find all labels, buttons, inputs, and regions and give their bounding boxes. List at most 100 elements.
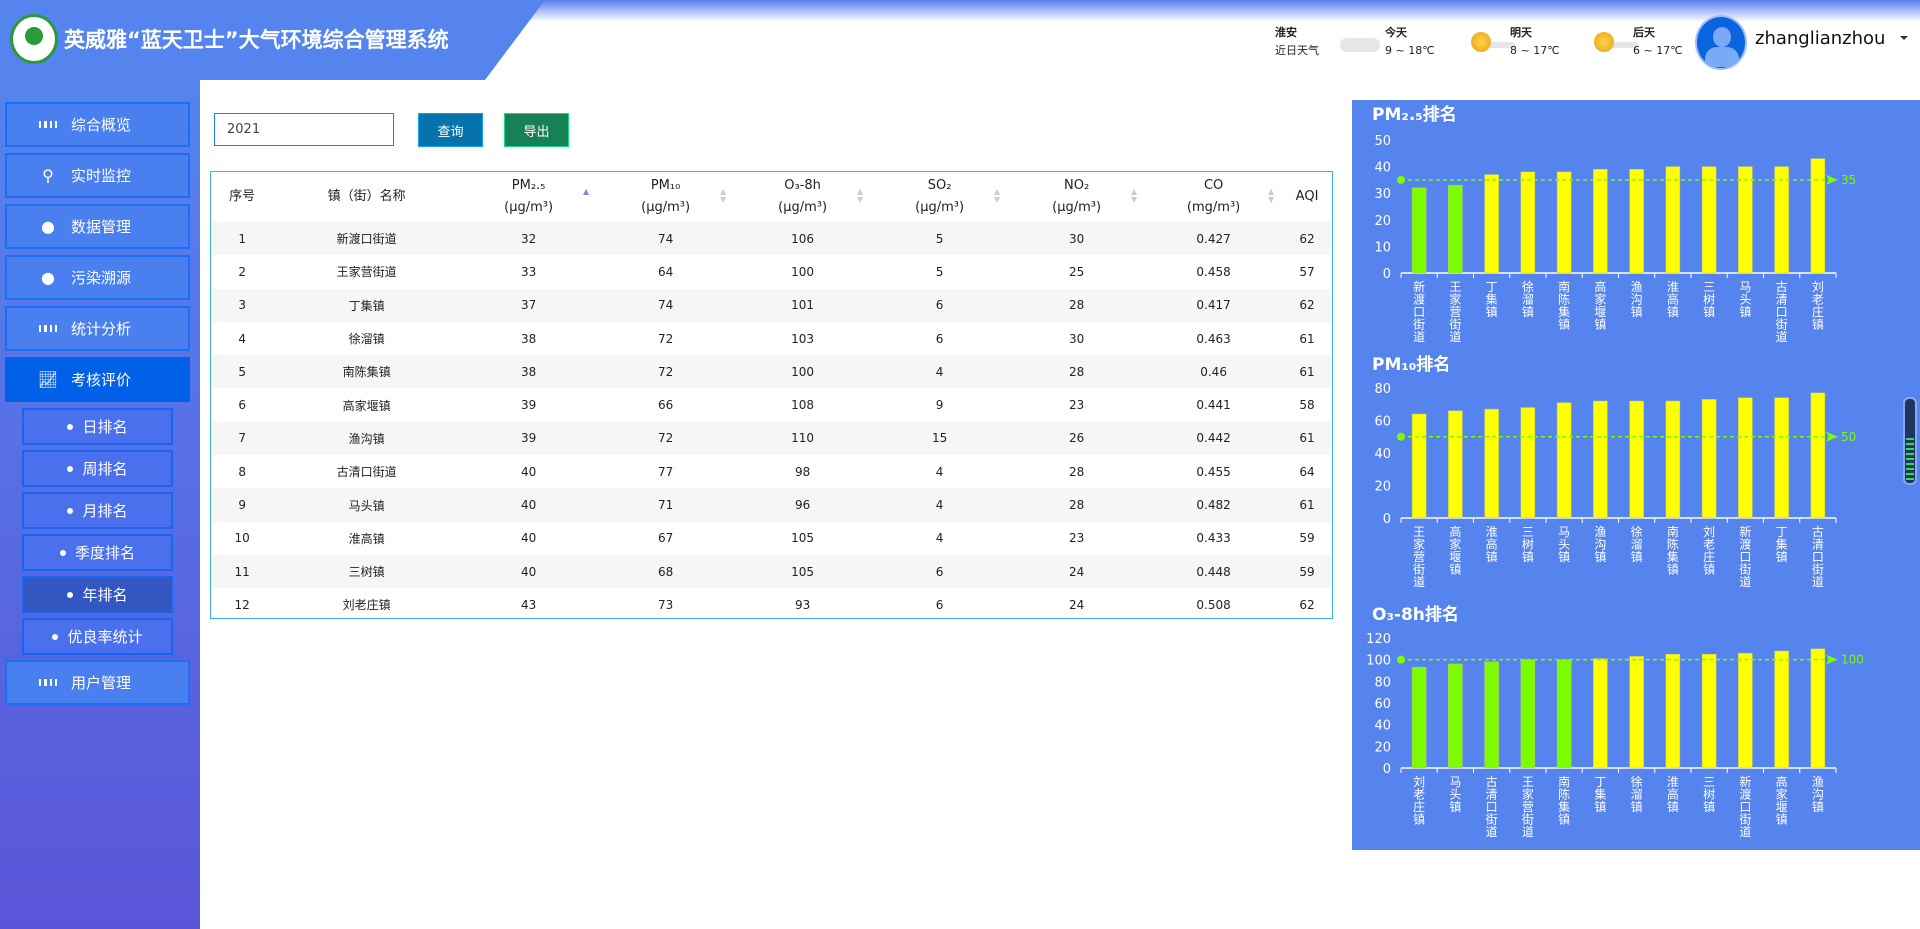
sort-icon[interactable]: ▲ ▼ xyxy=(719,187,727,204)
column-header[interactable]: PM₂.₅ (μg/m³) ▲ xyxy=(460,172,597,222)
bar xyxy=(1484,408,1499,519)
column-header[interactable]: PM₁₀ (μg/m³) ▲ ▼ xyxy=(597,172,734,222)
bar xyxy=(1738,652,1753,769)
x-tick-label: 新渡口街道 xyxy=(1739,524,1751,589)
table-cell: 30 xyxy=(1068,231,1085,246)
username[interactable]: zhanglianzhou xyxy=(1755,28,1886,49)
column-header[interactable]: NO₂ (μg/m³) ▲ ▼ xyxy=(1008,172,1145,222)
sidebar-sub-yearly[interactable]: 年排名 xyxy=(22,576,173,613)
table-cell: 4 xyxy=(935,498,944,513)
sort-icon[interactable]: ▲ ▼ xyxy=(993,187,1001,204)
column-header[interactable]: O₃-8h (μg/m³) ▲ ▼ xyxy=(734,172,871,222)
sidebar-item-monitor[interactable]: ⚲ 实时监控 xyxy=(5,153,190,198)
avatar[interactable] xyxy=(1695,15,1747,70)
forecast-tomorrow: 明天 8 ~ 17℃ xyxy=(1510,24,1560,60)
table-cell: 74 xyxy=(657,231,674,246)
forecast-range: 6 ~ 17℃ xyxy=(1633,44,1683,57)
table-cell: 4 xyxy=(238,331,246,346)
column-name: 镇（街）名称 xyxy=(327,189,406,204)
column-header[interactable]: AQI xyxy=(1282,172,1332,222)
sidebar-item-source[interactable]: ● 污染溯源 xyxy=(5,255,190,300)
query-button[interactable]: 查询 xyxy=(418,113,483,147)
year-input[interactable] xyxy=(214,113,394,146)
bar xyxy=(1556,659,1572,769)
table-cell: 0.427 xyxy=(1196,231,1231,246)
bar xyxy=(1411,667,1427,769)
sidebar-sub-monthly[interactable]: 月排名 xyxy=(22,492,173,529)
table-row: 2 王家营街道 33 64 100 5 25 0.458 57 xyxy=(211,255,1332,288)
table-body: 1 新渡口街道 32 74 106 5 30 0.427 62 2 王家营街道 33 64 100 5 25 0… xyxy=(211,222,1332,622)
column-unit: (mg/m³) xyxy=(1186,200,1241,215)
bar xyxy=(1774,397,1789,519)
table-cell: 高家堰镇 xyxy=(342,398,391,413)
x-tick-label: 渔沟镇 xyxy=(1631,280,1643,319)
table-row: 12 刘老庄镇 43 73 93 6 24 0.508 62 xyxy=(211,588,1332,621)
table-cell: 74 xyxy=(657,298,674,313)
table-header: 序号 镇（街）名称 PM₂.₅ (μg/m³) ▲ PM₁₀ (μg/m³) ▲ ▼ O₃-8h (… xyxy=(211,172,1332,222)
sub-label: 月排名 xyxy=(82,502,128,520)
sidebar-item-stats[interactable]: 统计分析 xyxy=(5,306,190,351)
table-cell: 105 xyxy=(791,531,815,546)
table-cell: 23 xyxy=(1068,531,1085,546)
table-cell: 28 xyxy=(1068,298,1085,313)
column-header[interactable]: SO₂ (μg/m³) ▲ ▼ xyxy=(871,172,1008,222)
sidebar-item-data[interactable]: ● 数据管理 xyxy=(5,204,190,249)
sidebar-sub-quarterly[interactable]: 季度排名 xyxy=(22,534,173,571)
sidebar-sub-good-rate[interactable]: 优良率统计 xyxy=(22,618,173,655)
export-button[interactable]: 导出 xyxy=(504,113,569,147)
x-tick-label: 新渡口街道 xyxy=(1739,774,1751,839)
y-tick-label: 30 xyxy=(1374,187,1391,202)
scrollbar[interactable] xyxy=(1903,397,1917,485)
table-cell: 100 xyxy=(791,264,815,279)
forecast-day-after: 后天 6 ~ 17℃ xyxy=(1633,24,1683,60)
table-cell: 73 xyxy=(657,597,674,612)
table-cell: 丁集镇 xyxy=(348,298,385,313)
table-cell: 110 xyxy=(791,431,815,446)
sub-label: 季度排名 xyxy=(74,544,135,562)
chevron-down-icon[interactable] xyxy=(1900,36,1908,44)
table-cell: 2 xyxy=(238,264,246,279)
bar xyxy=(1448,410,1463,519)
limit-arrow-icon xyxy=(1826,174,1838,185)
sidebar-sub-daily[interactable]: 日排名 xyxy=(22,408,173,445)
table-cell: 5 xyxy=(935,231,944,246)
limit-start-marker xyxy=(1397,432,1405,441)
chart-title: PM₂.₅排名 xyxy=(1372,104,1457,125)
table-cell: 62 xyxy=(1299,298,1315,313)
table-cell: 66 xyxy=(657,398,674,413)
x-tick-label: 马头镇 xyxy=(1739,280,1751,319)
y-tick-label: 80 xyxy=(1374,675,1391,690)
forecast-day: 后天 xyxy=(1633,26,1655,39)
sidebar-sub-weekly[interactable]: 周排名 xyxy=(22,450,173,487)
sort-icon[interactable]: ▲ xyxy=(582,187,590,196)
table-cell: 10 xyxy=(234,531,250,546)
title-bar xyxy=(0,0,545,80)
cloud-icon xyxy=(1340,30,1380,54)
bar xyxy=(1810,158,1826,274)
x-tick-label: 王家营街道 xyxy=(1413,525,1425,589)
table-cell: 61 xyxy=(1299,364,1315,379)
sidebar-item-overview[interactable]: 综合概览 xyxy=(5,102,190,147)
table-cell: 渔沟镇 xyxy=(348,431,385,446)
sort-icon[interactable]: ▲ ▼ xyxy=(856,187,864,204)
sub-label: 年排名 xyxy=(82,586,128,604)
bar xyxy=(1738,397,1753,519)
x-tick-label: 丁集镇 xyxy=(1486,280,1498,319)
table-cell: 0.482 xyxy=(1196,498,1231,513)
table-cell: 1 xyxy=(238,231,246,246)
sort-icon[interactable]: ▲ ▼ xyxy=(1130,187,1138,204)
sort-icon[interactable]: ▲ ▼ xyxy=(1267,187,1275,204)
grid-icon xyxy=(39,320,57,338)
table-cell: 103 xyxy=(791,331,815,346)
column-header[interactable]: CO (mg/m³) ▲ ▼ xyxy=(1145,172,1282,222)
column-unit: (μg/m³) xyxy=(778,200,828,215)
sidebar-item-assessment[interactable]: 📈︎ 考核评价 xyxy=(5,357,190,402)
bar xyxy=(1774,650,1789,769)
bar xyxy=(1520,407,1536,519)
sidebar-item-label: 用户管理 xyxy=(71,674,132,692)
table-cell: 40 xyxy=(520,498,537,513)
sidebar-item-users[interactable]: 用户管理 xyxy=(5,660,190,705)
column-name: 序号 xyxy=(229,189,256,204)
table-cell: 105 xyxy=(791,564,815,579)
x-tick-label: 古清口街道 xyxy=(1812,524,1824,589)
